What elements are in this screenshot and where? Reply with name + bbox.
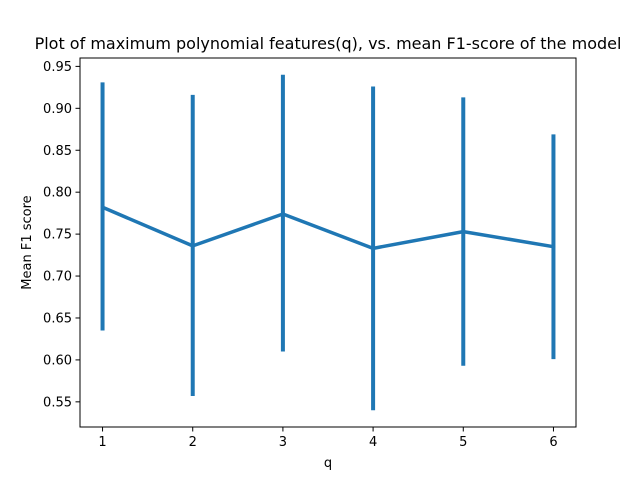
x-tick-label: 1 (98, 435, 106, 450)
data-point (551, 244, 556, 249)
x-tick-label: 5 (459, 435, 467, 450)
data-point (281, 212, 285, 216)
y-tick-label: 0.65 (43, 311, 72, 326)
y-axis: 0.55 0.60 0.65 0.70 0.75 0.80 0.85 0.90 0.95 (43, 60, 80, 410)
data-point (190, 244, 195, 248)
y-tick-label: 0.85 (43, 144, 72, 159)
plot-area (100, 74, 556, 411)
y-tick-label: 0.90 (43, 102, 72, 117)
data-point (371, 246, 375, 251)
y-tick-label: 0.60 (43, 353, 72, 368)
data-point (100, 205, 105, 210)
x-tick-label: 2 (189, 435, 197, 450)
y-tick-label: 0.95 (43, 60, 72, 75)
x-tick-label: 6 (549, 435, 557, 450)
x-tick-label: 4 (369, 435, 377, 450)
y-axis-label: Mean F1 score (20, 195, 35, 289)
y-tick-label: 0.75 (43, 228, 72, 243)
x-axis: 1 2 3 4 5 6 (98, 427, 558, 450)
chart-title: Plot of maximum polynomial features(q), … (35, 34, 622, 53)
y-tick-label: 0.55 (43, 395, 72, 410)
data-point (461, 229, 466, 234)
series-line (101, 205, 554, 251)
y-tick-label: 0.70 (43, 270, 72, 285)
x-axis-label: q (324, 456, 332, 471)
y-tick-label: 0.80 (43, 186, 72, 201)
axes-frame (79, 57, 577, 428)
x-tick-label: 3 (279, 435, 287, 450)
